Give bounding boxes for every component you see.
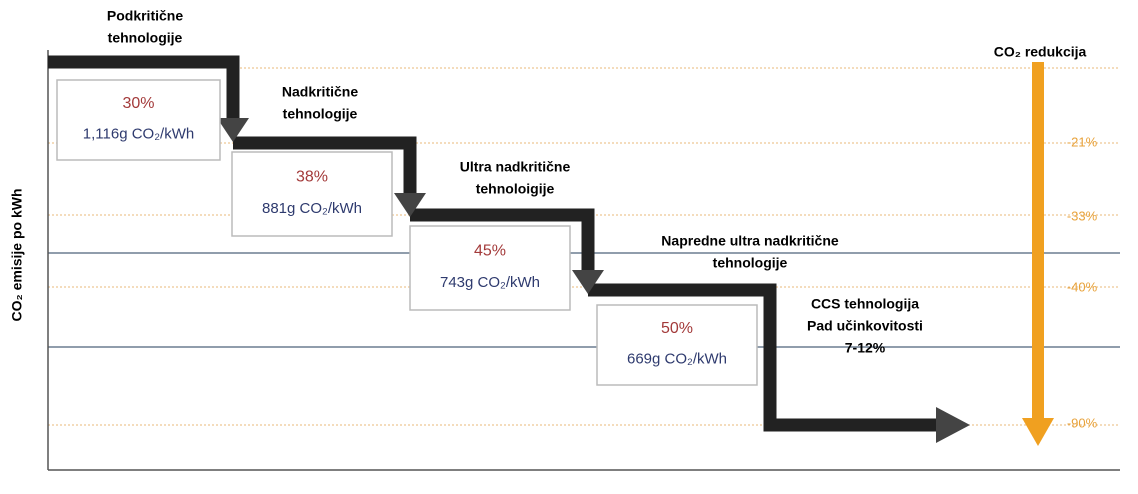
stage-name: Pad učinkovitosti bbox=[807, 318, 923, 334]
step-path bbox=[48, 55, 940, 432]
arrow-head bbox=[936, 407, 970, 443]
stage-name: tehnologije bbox=[283, 106, 358, 122]
stage-box bbox=[596, 304, 758, 386]
stage-name: tehnologije bbox=[713, 255, 788, 271]
y-axis-label: CO₂ emisije po kWh bbox=[9, 188, 25, 321]
stage-box bbox=[56, 79, 221, 161]
stage-box bbox=[231, 151, 393, 237]
reduction-label: -33% bbox=[1067, 208, 1098, 223]
efficiency: 30% bbox=[122, 95, 154, 112]
emission: 1,116g CO₂/kWh bbox=[83, 125, 194, 142]
reduction-arrow bbox=[1022, 62, 1054, 446]
stage-name: tehnologije bbox=[108, 30, 183, 46]
step-arrow bbox=[48, 55, 970, 443]
stage-name: Ultra nadkritične bbox=[460, 159, 571, 175]
reduction-label: -90% bbox=[1067, 415, 1098, 430]
efficiency: 38% bbox=[296, 168, 328, 185]
orange-head bbox=[1022, 418, 1054, 446]
stage-name: Podkritične bbox=[107, 8, 183, 24]
arrow-head bbox=[217, 118, 249, 142]
orange-shaft bbox=[1032, 62, 1044, 422]
emission: 881g CO₂/kWh bbox=[262, 200, 362, 217]
stage-name: Napredne ultra nadkritične bbox=[661, 233, 839, 249]
stage-name: CCS tehnologija bbox=[811, 296, 919, 312]
stage-box bbox=[409, 225, 571, 311]
stage-name: 7-12% bbox=[845, 340, 886, 356]
reduction-label: -21% bbox=[1067, 134, 1098, 149]
efficiency: 45% bbox=[474, 242, 506, 259]
emission: 669g CO₂/kWh bbox=[627, 350, 727, 367]
stage-name: tehnoloigije bbox=[476, 181, 555, 197]
stage-name: Nadkritične bbox=[282, 84, 358, 100]
reduction-label: -40% bbox=[1067, 279, 1098, 294]
arrow-head bbox=[572, 270, 604, 294]
arrow-head bbox=[394, 193, 426, 217]
reduction-title: CO₂ redukcija bbox=[994, 44, 1087, 60]
efficiency: 50% bbox=[661, 320, 693, 337]
emission: 743g CO₂/kWh bbox=[440, 274, 540, 291]
